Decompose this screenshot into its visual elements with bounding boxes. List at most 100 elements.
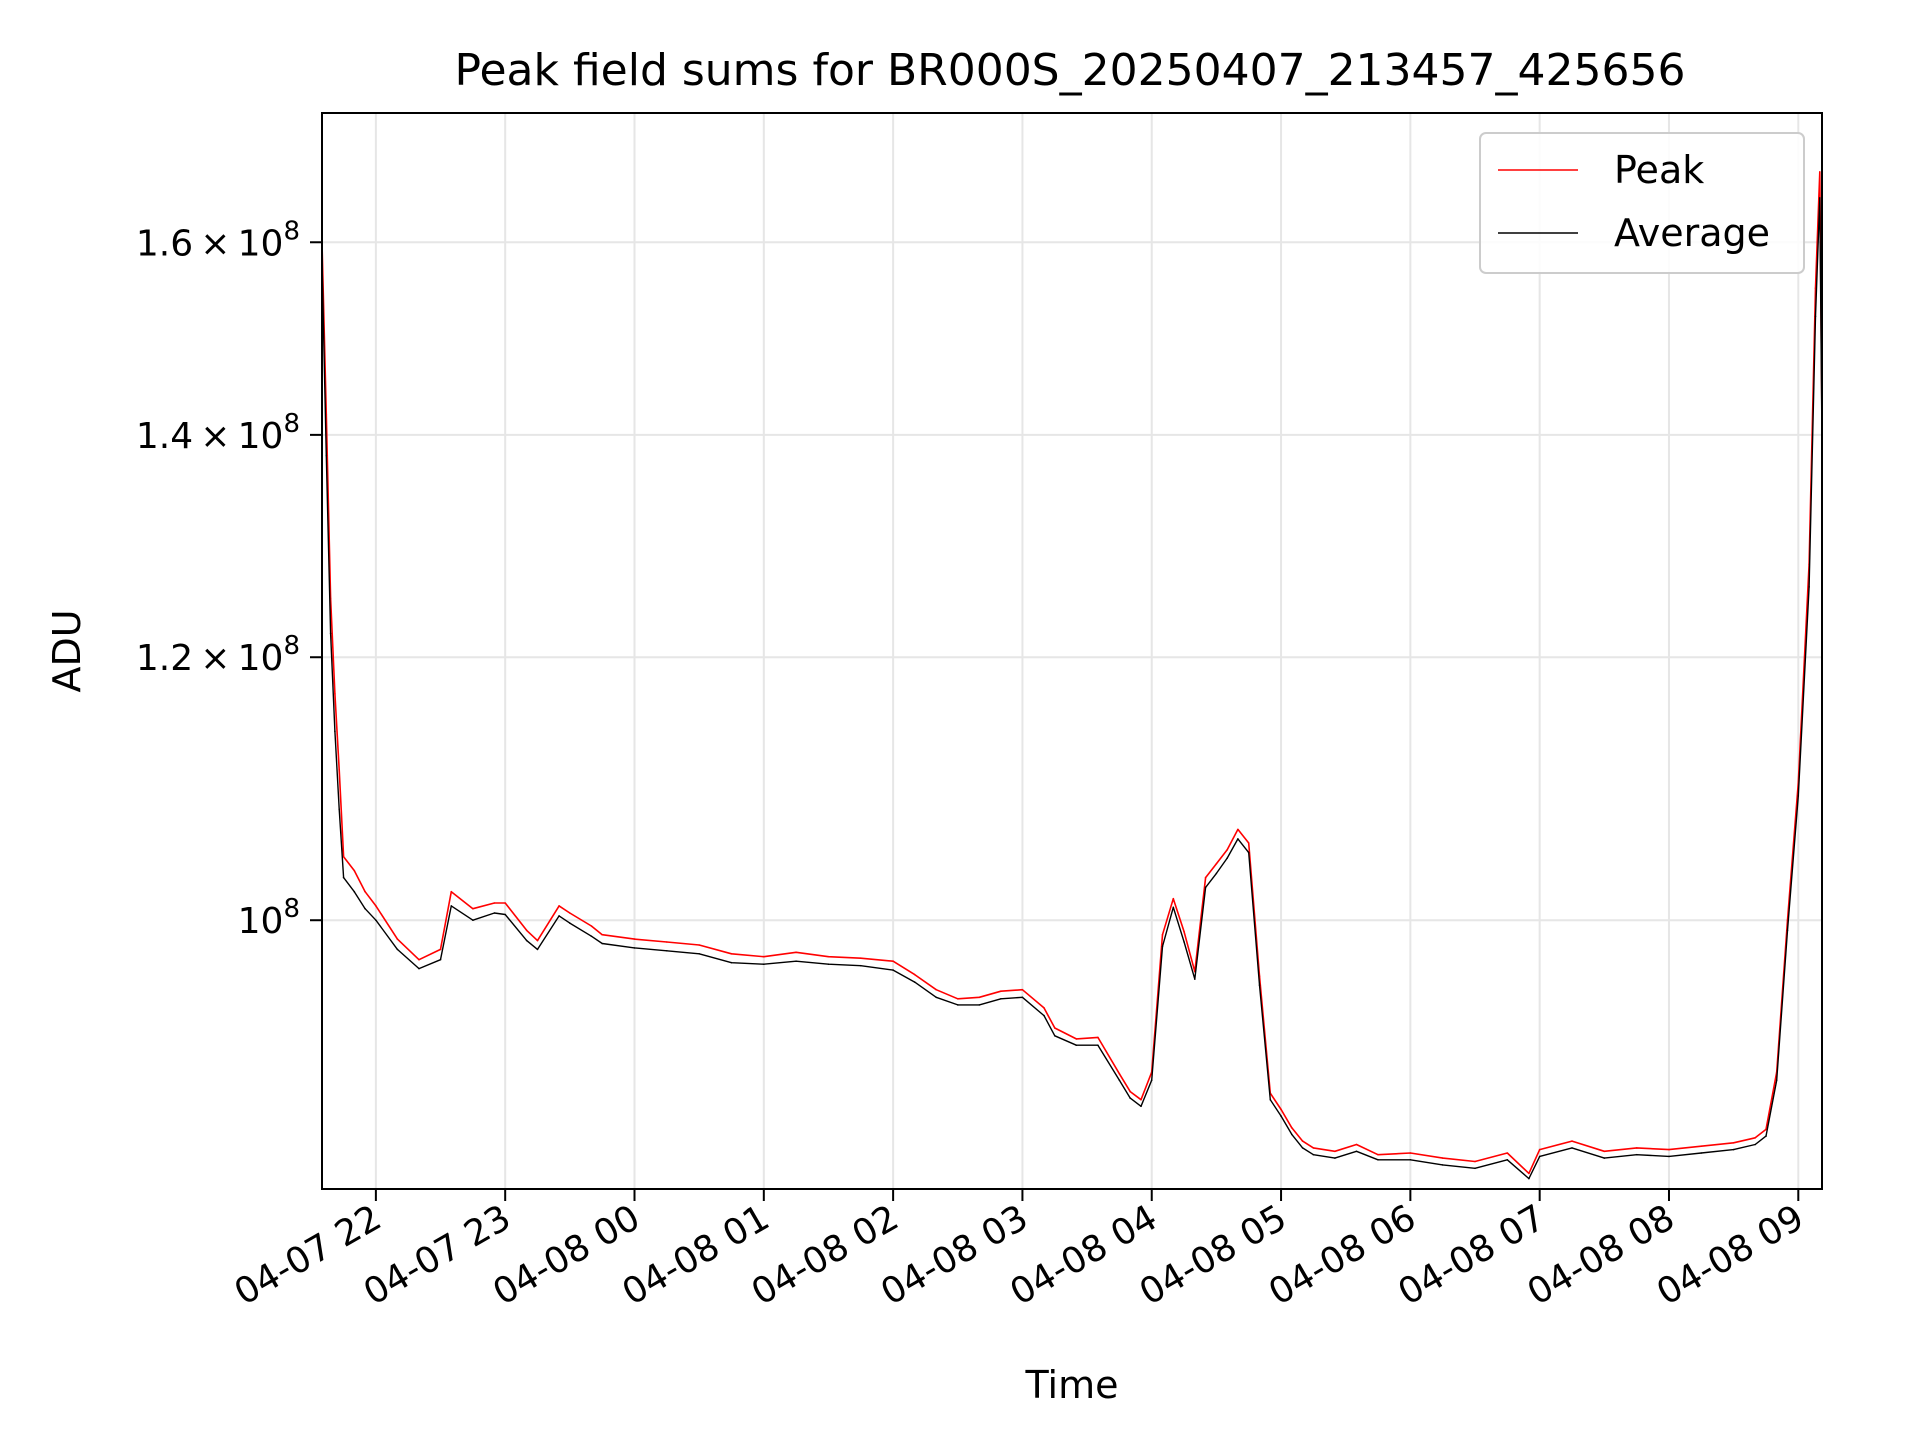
data-point-peak	[957, 998, 959, 1000]
data-point-average	[504, 913, 507, 916]
data-point-average	[1700, 1152, 1703, 1154]
data-point-peak	[1291, 1127, 1293, 1129]
chart-title: Peak field sums for BR000S_20250407_2134…	[454, 45, 1685, 96]
data-point-peak	[525, 929, 528, 932]
data-point-peak	[763, 955, 765, 958]
data-point-average	[730, 961, 733, 964]
data-point-peak	[1441, 1157, 1444, 1159]
data-point-average	[1161, 945, 1164, 948]
data-point-average	[1603, 1157, 1606, 1159]
data-point-peak	[1129, 1090, 1131, 1093]
data-point-average	[536, 948, 539, 951]
data-point-average	[493, 912, 496, 914]
y-tick-base: 10	[238, 901, 284, 942]
data-point-average	[1000, 998, 1002, 1000]
y-tick-exponent: 8	[283, 631, 300, 661]
data-point-peak	[1571, 1140, 1573, 1142]
data-point-peak	[1280, 1108, 1282, 1111]
data-point-average	[763, 963, 765, 965]
data-point-peak	[1183, 931, 1185, 933]
legend-label-average: Average	[1614, 211, 1770, 255]
data-point-peak	[1312, 1147, 1315, 1149]
data-point-average	[1538, 1155, 1541, 1158]
data-point-peak	[1538, 1148, 1541, 1151]
data-point-peak	[978, 996, 981, 999]
data-point-peak	[860, 957, 862, 959]
data-point-average	[1506, 1159, 1509, 1161]
data-point-average	[364, 907, 366, 910]
data-point-peak	[342, 855, 345, 858]
data-point-peak	[558, 905, 560, 907]
data-point-average	[1797, 795, 1800, 797]
y-tick-exponent: 8	[283, 216, 300, 246]
data-point-average	[1140, 1105, 1142, 1108]
data-point-peak	[1021, 988, 1024, 991]
data-point-average	[935, 996, 937, 999]
data-point-average	[1301, 1147, 1304, 1149]
data-point-average	[1808, 586, 1810, 588]
legend-label-peak: Peak	[1614, 148, 1704, 192]
data-point-average	[1194, 978, 1196, 980]
data-point-peak	[1043, 1007, 1045, 1009]
y-tick-exponent: 8	[283, 409, 300, 439]
data-point-peak	[536, 939, 539, 942]
data-point-average	[666, 950, 668, 952]
data-point-peak	[338, 768, 341, 771]
data-point-average	[1732, 1148, 1735, 1151]
data-point-peak	[418, 958, 420, 961]
data-point-average	[418, 967, 420, 970]
data-point-peak	[633, 938, 636, 940]
data-point-peak	[892, 960, 894, 962]
data-point-average	[698, 953, 700, 955]
series-layer	[321, 171, 1823, 1180]
data-point-peak	[1172, 897, 1175, 900]
data-point-average	[1765, 1135, 1767, 1137]
data-point-average	[1118, 1079, 1121, 1081]
data-point-average	[472, 919, 474, 921]
y-tick-base: 1.6 × 10	[136, 223, 284, 264]
data-point-peak	[1118, 1073, 1121, 1075]
data-point-average	[338, 808, 341, 810]
data-point-average	[1754, 1143, 1756, 1146]
data-point-peak	[666, 941, 668, 943]
data-point-peak	[1075, 1038, 1078, 1040]
data-point-peak	[1226, 849, 1228, 851]
data-point-peak	[1732, 1142, 1735, 1144]
data-point-average	[1786, 929, 1789, 932]
data-point-peak	[1528, 1172, 1530, 1175]
data-point-average	[1075, 1044, 1078, 1046]
data-point-average	[1668, 1155, 1670, 1158]
data-point-peak	[353, 869, 356, 872]
data-point-average	[1635, 1153, 1638, 1156]
data-point-average	[558, 915, 560, 917]
data-point-average	[827, 963, 830, 965]
data-point-peak	[1204, 876, 1207, 879]
data-point-average	[1021, 996, 1024, 999]
data-point-average	[1280, 1115, 1282, 1117]
data-point-average	[1528, 1177, 1530, 1180]
series-line-average	[321, 197, 1823, 1180]
data-point-average	[1247, 851, 1250, 854]
grid-lines	[322, 113, 1822, 1189]
data-point-average	[1441, 1164, 1444, 1166]
data-point-average	[1355, 1150, 1358, 1153]
data-point-peak	[590, 925, 593, 927]
data-point-average	[892, 969, 894, 971]
data-point-peak	[1140, 1098, 1142, 1101]
data-point-average	[569, 922, 571, 924]
data-point-average	[1474, 1167, 1476, 1170]
data-point-average	[1043, 1014, 1045, 1017]
y-axis-label: ADU	[45, 609, 89, 692]
y-tick-base: 1.2 × 10	[136, 638, 284, 679]
data-point-peak	[601, 933, 603, 936]
data-point-peak	[1506, 1152, 1509, 1154]
data-point-average	[334, 730, 336, 732]
legend: Peak Average	[1479, 132, 1805, 274]
data-point-average	[1269, 1098, 1272, 1101]
data-point-peak	[1819, 171, 1821, 173]
data-point-average	[633, 947, 636, 949]
data-point-average	[957, 1004, 959, 1006]
data-point-peak	[730, 953, 733, 955]
